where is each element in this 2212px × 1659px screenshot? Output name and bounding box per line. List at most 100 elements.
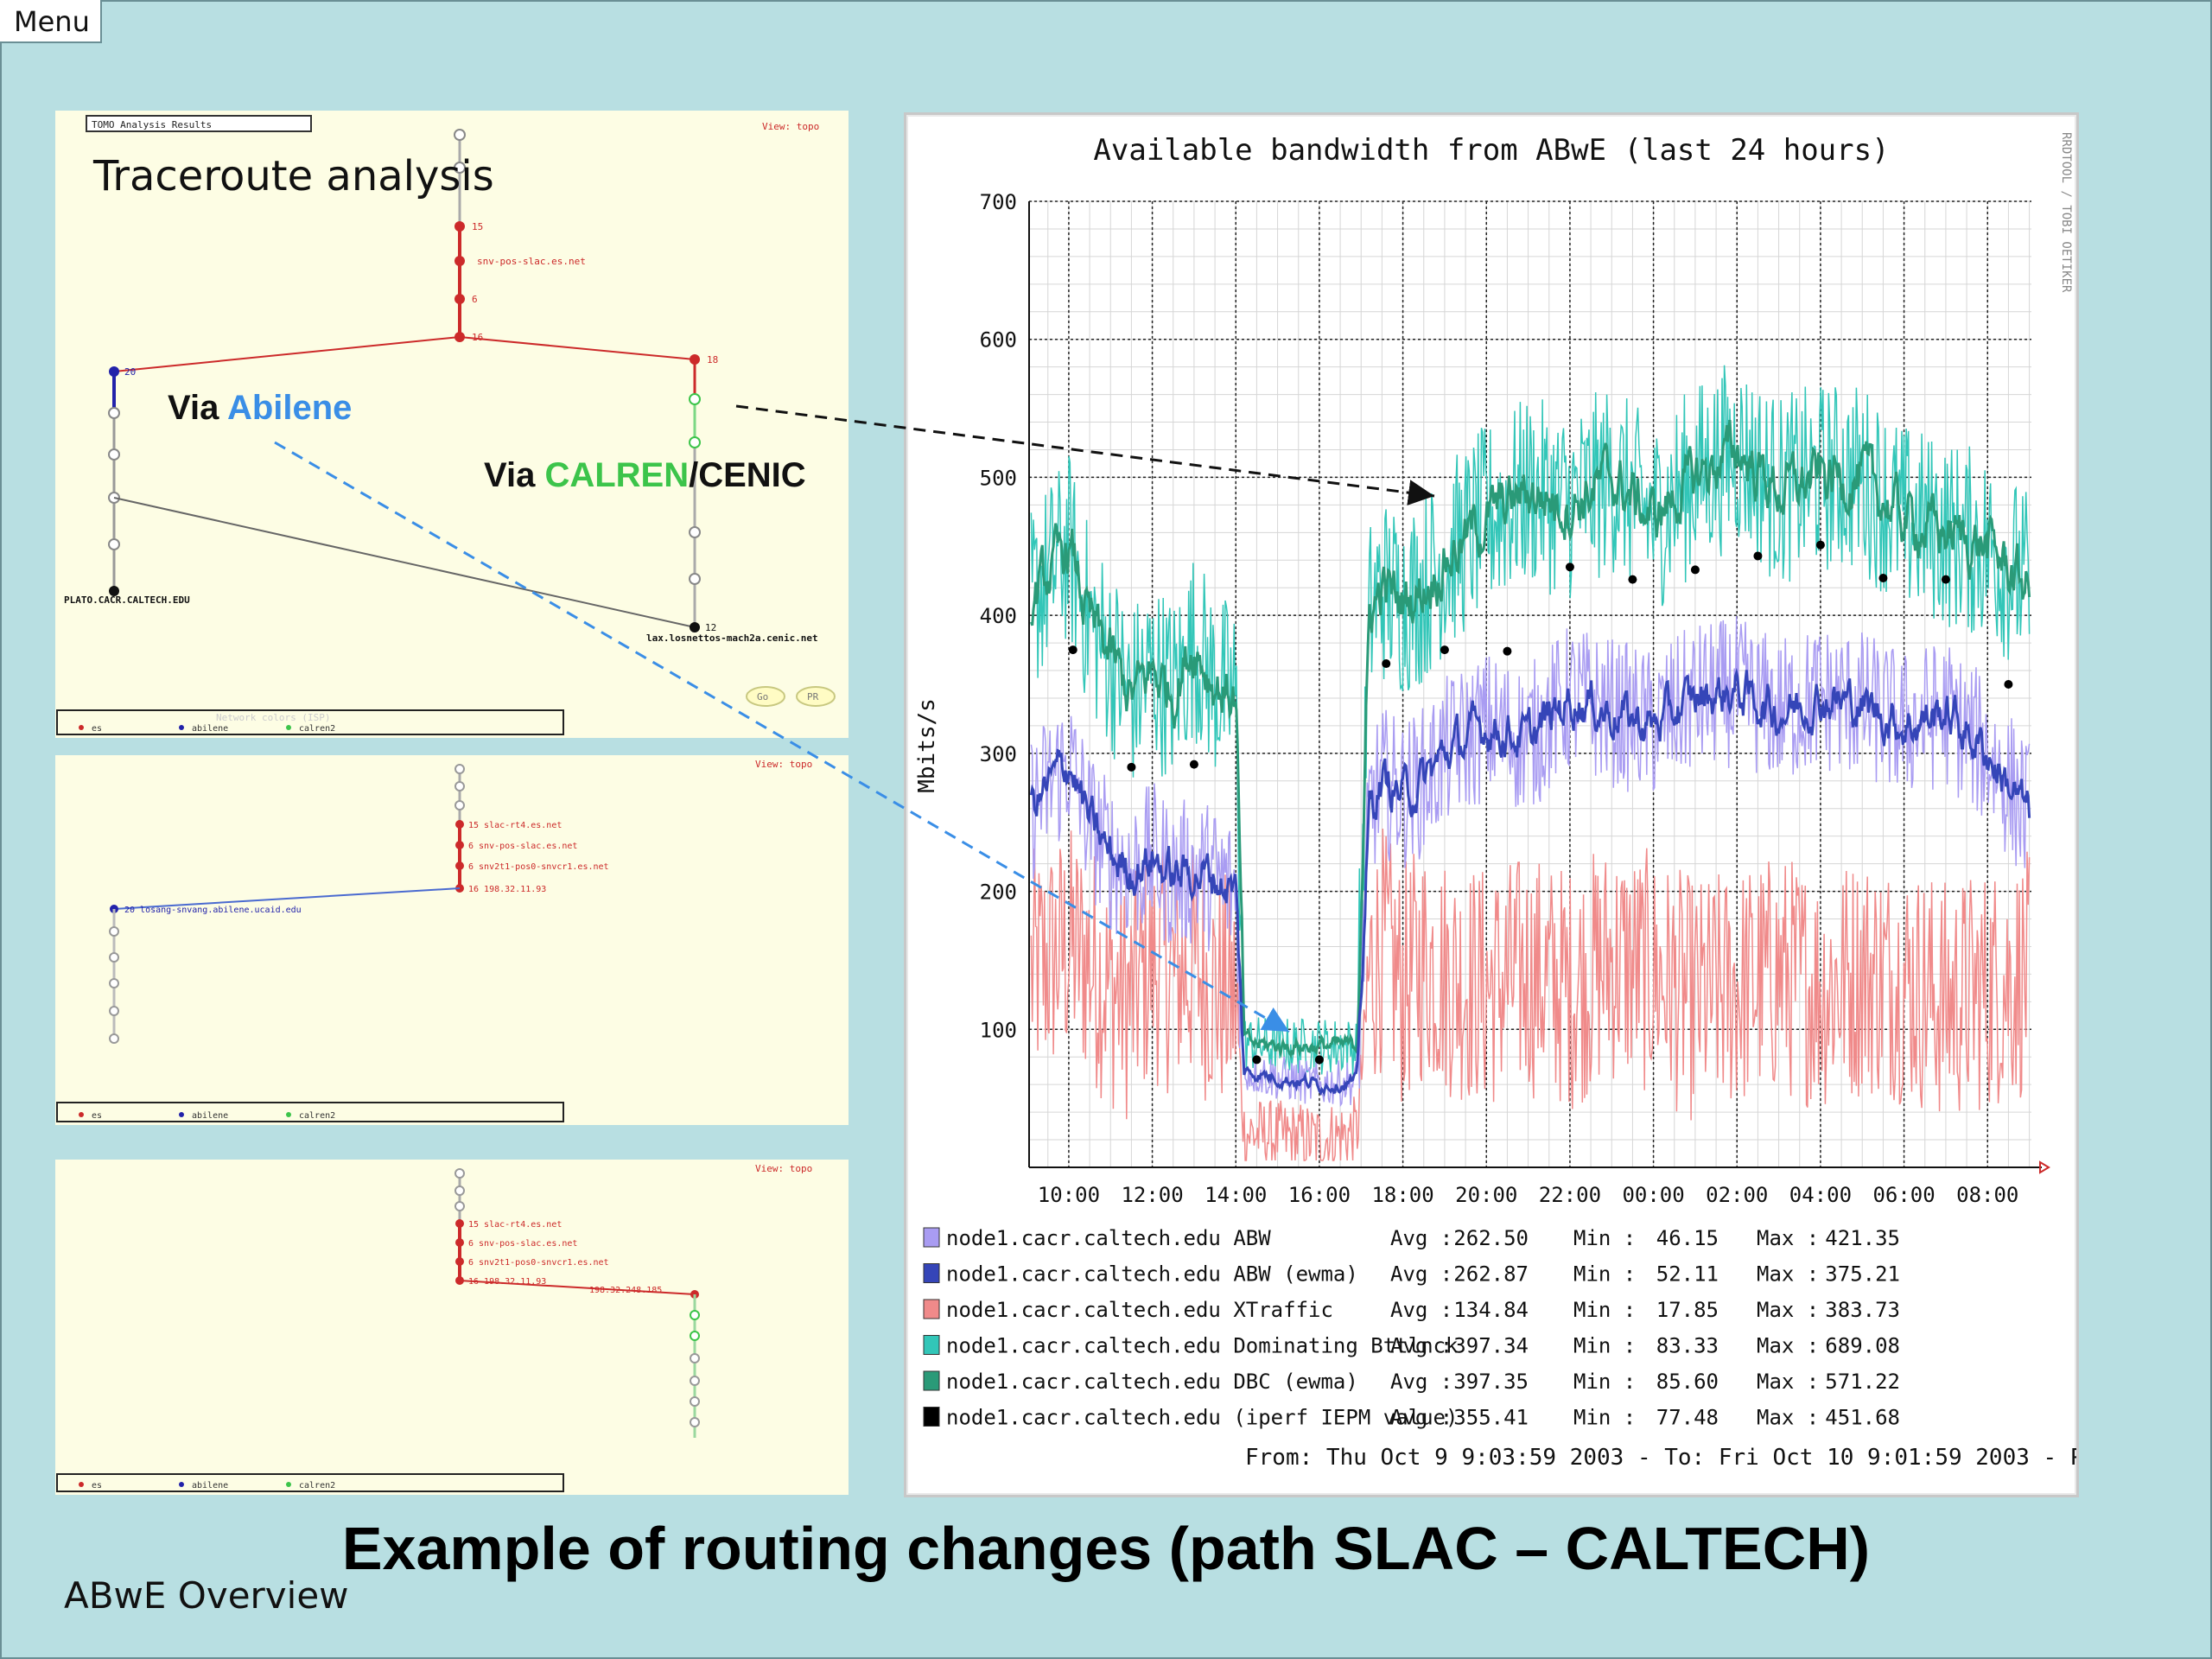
right-endpoint-label: lax.losnettos-mach2a.cenic.net <box>646 632 818 644</box>
legend-max-label: Max : <box>1757 1226 1819 1250</box>
legend-swatch <box>923 1227 940 1248</box>
x-axis-arrow <box>2039 1160 2050 1174</box>
calren-hop-label: 18 <box>707 354 718 365</box>
left-endpoint-label: PLATO.CACR.CALTECH.EDU <box>64 594 190 606</box>
iperf-point <box>1941 575 1950 584</box>
traceroute-panel-abilene: View: topo 15 slac-rt4.es.net 6 snv-pos-… <box>55 755 849 1125</box>
iperf-point <box>1753 551 1763 561</box>
legend-avg-value: 397.35 <box>1453 1370 1529 1394</box>
legend-max-label: Max : <box>1757 1334 1819 1358</box>
calren-path-graph: View: topo 15 slac-rt4.es.net 6 snv-pos-… <box>56 1163 812 1492</box>
legend-es: es <box>92 724 102 734</box>
x-tick-label: 14:00 <box>1205 1183 1267 1207</box>
hop-label: 16 <box>472 332 483 343</box>
legend-max-label: Max : <box>1757 1406 1819 1430</box>
legend-min-label: Min : <box>1573 1370 1636 1394</box>
x-tick-label: 08:00 <box>1956 1183 2018 1207</box>
legend-swatch <box>923 1407 940 1427</box>
legend-swatch <box>923 1263 940 1283</box>
legend-abilene: abilene <box>192 724 228 734</box>
abilene-path-graph: View: topo 15 slac-rt4.es.net 6 snv-pos-… <box>56 759 812 1122</box>
iperf-point <box>1565 563 1574 572</box>
chart-title: Available bandwidth from ABwE (last 24 h… <box>1093 133 1889 168</box>
hop-label: 15 slac-rt4.es.net <box>468 1220 562 1230</box>
legend-title: Network colors (ISP) <box>216 712 330 723</box>
legend-min-value: 85.60 <box>1656 1370 1719 1394</box>
hop-label: 6 snv2t1-pos0-snvcr1.es.net <box>468 862 609 872</box>
legend-min-value: 46.15 <box>1656 1226 1719 1250</box>
legend-avg-label: Avg : <box>1390 1334 1452 1358</box>
legend-series-name: node1.cacr.caltech.edu XTraffic <box>946 1298 1333 1322</box>
go-button[interactable]: Go <box>757 691 768 702</box>
footer-label: ABwE Overview <box>64 1574 349 1617</box>
y-tick-label: 300 <box>980 742 1017 766</box>
x-tick-label: 18:00 <box>1371 1183 1433 1207</box>
iperf-point <box>1382 659 1391 669</box>
menu-button[interactable]: Menu <box>0 0 102 43</box>
legend-abilene: abilene <box>192 1111 228 1121</box>
iperf-point <box>1440 645 1449 655</box>
legend-avg-label: Avg : <box>1390 1226 1452 1250</box>
iperf-point <box>1503 646 1512 656</box>
iperf-point <box>2004 680 2013 689</box>
hop-label: 6 snv-pos-slac.es.net <box>468 842 577 851</box>
y-tick-label: 100 <box>980 1018 1017 1042</box>
legend-min-value: 83.33 <box>1656 1334 1719 1358</box>
legend-min-label: Min : <box>1573 1406 1636 1430</box>
iperf-point <box>1314 1055 1324 1065</box>
iperf-point <box>1690 565 1700 575</box>
x-tick-label: 10:00 <box>1038 1183 1100 1207</box>
legend-max-value: 571.22 <box>1825 1370 1900 1394</box>
legend-series-name: node1.cacr.caltech.edu ABW (ewma) <box>946 1262 1358 1287</box>
legend-swatch <box>923 1299 940 1319</box>
legend-max-value: 451.68 <box>1825 1406 1900 1430</box>
iperf-point <box>1878 574 1888 583</box>
legend-min-label: Min : <box>1573 1334 1636 1358</box>
legend-max-label: Max : <box>1757 1262 1819 1287</box>
y-tick-labels: 700 600 500 400 300 200 100 <box>980 190 1017 1042</box>
legend-avg-label: Avg : <box>1390 1406 1452 1430</box>
chart-series <box>1029 365 2031 1161</box>
hop-label: 6 <box>472 294 478 305</box>
legend-calren: calren2 <box>299 1481 335 1491</box>
x-tick-label: 02:00 <box>1706 1183 1768 1207</box>
iperf-point <box>1068 645 1077 655</box>
legend-series-name: node1.cacr.caltech.edu Dominating Bttlnc… <box>946 1334 1459 1358</box>
iperf-point <box>1127 762 1136 772</box>
x-tick-label: 12:00 <box>1121 1183 1183 1207</box>
x-tick-label: 00:00 <box>1622 1183 1684 1207</box>
legend-series-name: node1.cacr.caltech.edu (iperf IEPM value… <box>946 1406 1458 1430</box>
y-tick-label: 600 <box>980 328 1017 353</box>
hop-label: 20 losang-snvang.abilene.ucaid.edu <box>124 906 302 915</box>
legend-min-label: Min : <box>1573 1226 1636 1250</box>
rrdtool-credit: RRDTOOL / TOBI OETIKER <box>2059 132 2073 293</box>
hop-label: 16 198.32.11.93 <box>468 885 546 894</box>
legend-avg-label: Avg : <box>1390 1370 1452 1394</box>
y-tick-label: 400 <box>980 604 1017 628</box>
legend-min-value: 52.11 <box>1656 1262 1719 1287</box>
x-tick-label: 04:00 <box>1789 1183 1852 1207</box>
traceroute-title: Traceroute analysis <box>93 152 494 200</box>
hop-label: 198.32.248.185 <box>589 1286 662 1295</box>
bandwidth-chart: Available bandwidth from ABwE (last 24 h… <box>904 112 2111 1497</box>
legend-es: es <box>92 1111 102 1121</box>
legend-avg-value: 355.41 <box>1453 1406 1529 1430</box>
legend-min-value: 77.48 <box>1656 1406 1719 1430</box>
traceroute-panel-main: TOMO Analysis Results View: topo 15 snv-… <box>55 111 849 738</box>
legend-abilene: abilene <box>192 1481 228 1491</box>
bandwidth-chart-svg: Available bandwidth from ABwE (last 24 h… <box>914 132 2111 1471</box>
pr-button[interactable]: PR <box>807 691 819 702</box>
legend-max-value: 689.08 <box>1825 1334 1900 1358</box>
legend-min-label: Min : <box>1573 1298 1636 1322</box>
view-topo-label: View: topo <box>755 759 812 770</box>
via-calren-label: Via CALREN/CENIC <box>484 456 806 494</box>
traceroute-panel-calren: View: topo 15 slac-rt4.es.net 6 snv-pos-… <box>55 1160 849 1495</box>
y-tick-label: 200 <box>980 880 1017 905</box>
legend-min-label: Min : <box>1573 1262 1636 1287</box>
legend-avg-value: 397.34 <box>1453 1334 1529 1358</box>
iperf-point <box>1252 1055 1262 1065</box>
legend-swatch <box>923 1370 940 1391</box>
hop-label: 15 <box>472 221 483 232</box>
legend-max-label: Max : <box>1757 1298 1819 1322</box>
